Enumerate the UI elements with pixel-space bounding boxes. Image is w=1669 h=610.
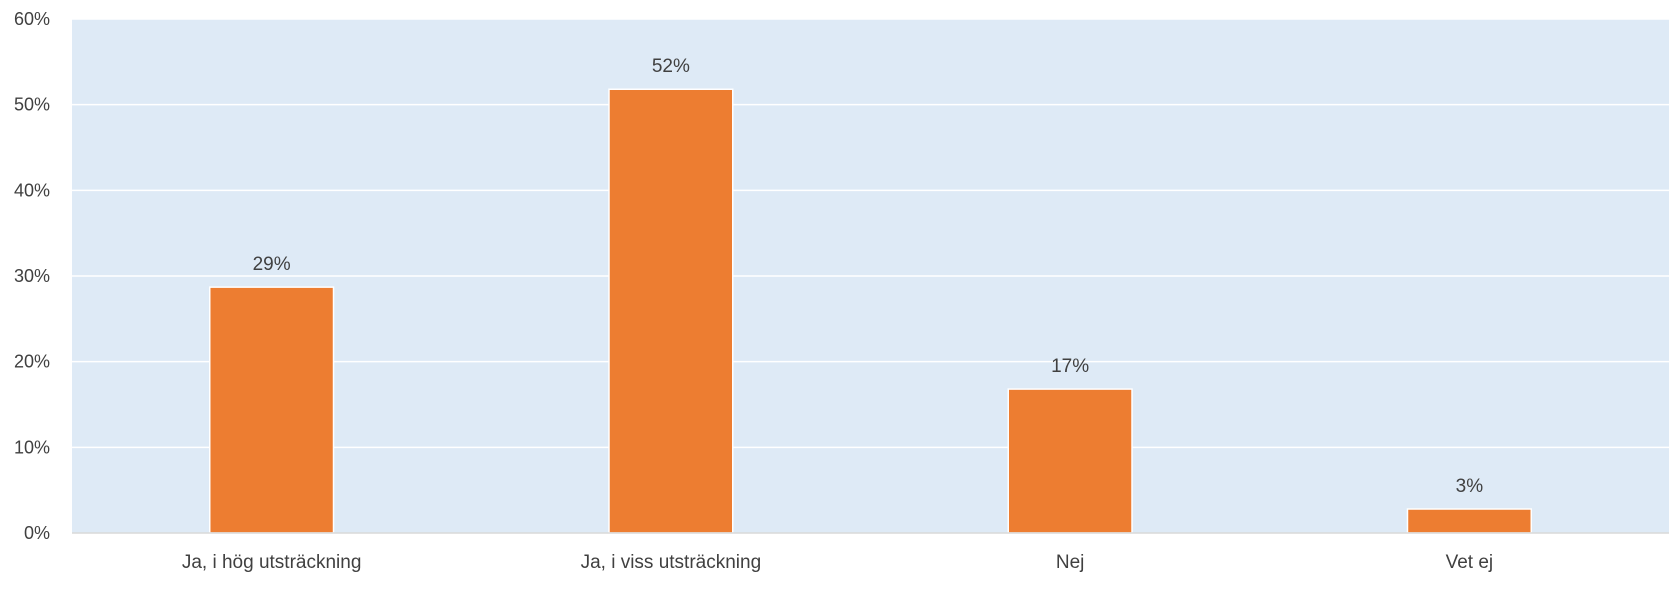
- bars: [208, 88, 1533, 534]
- y-tick-label: 60%: [14, 9, 50, 29]
- bar: [608, 88, 734, 534]
- category-label: Nej: [1056, 552, 1085, 573]
- bar: [208, 286, 335, 534]
- category-label: Ja, i hög utsträckning: [182, 552, 362, 573]
- y-tick-label: 0%: [24, 523, 50, 543]
- bar: [1007, 388, 1133, 534]
- y-axis-ticks: 0% 10% 20% 30% 40% 50% 60%: [14, 9, 50, 543]
- data-labels: 29% 52% 17% 3%: [253, 56, 1484, 497]
- gridlines: [72, 18, 1669, 449]
- bar: [1406, 508, 1533, 534]
- data-label: 3%: [1456, 476, 1484, 497]
- y-tick-label: 10%: [14, 437, 50, 457]
- data-label: 17%: [1051, 356, 1089, 377]
- y-tick-label: 50%: [14, 95, 50, 115]
- data-label: 29%: [253, 254, 291, 275]
- y-tick-label: 30%: [14, 266, 50, 286]
- category-label: Vet ej: [1446, 552, 1494, 573]
- y-tick-label: 40%: [14, 180, 50, 200]
- y-tick-label: 20%: [14, 352, 50, 372]
- data-label: 52%: [652, 56, 690, 77]
- x-axis-categories: Ja, i hög utsträckning Ja, i viss utsträc…: [182, 552, 1493, 573]
- category-label: Ja, i viss utsträckning: [581, 552, 762, 573]
